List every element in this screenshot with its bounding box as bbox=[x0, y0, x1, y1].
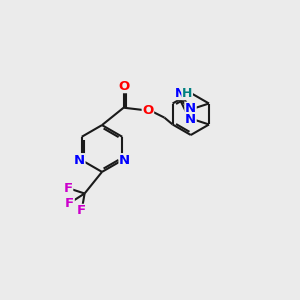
Text: N: N bbox=[74, 154, 85, 167]
Text: O: O bbox=[142, 103, 154, 117]
Text: F: F bbox=[77, 204, 86, 218]
Text: N: N bbox=[185, 102, 196, 115]
Text: N: N bbox=[185, 113, 196, 126]
Text: N: N bbox=[175, 86, 185, 100]
Text: N: N bbox=[119, 154, 130, 167]
Text: F: F bbox=[64, 182, 73, 195]
Text: H: H bbox=[182, 86, 192, 100]
Text: O: O bbox=[118, 80, 129, 93]
Text: F: F bbox=[65, 196, 74, 210]
